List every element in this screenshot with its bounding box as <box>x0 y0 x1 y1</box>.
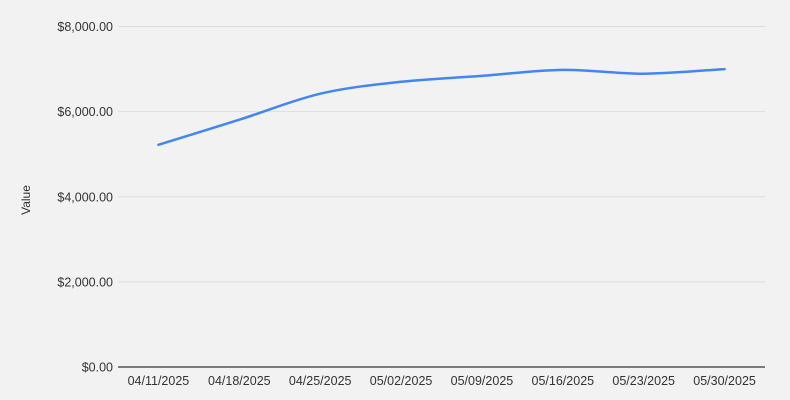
y-tick-label: $2,000.00 <box>57 275 113 289</box>
x-tick-label: 05/16/2025 <box>532 374 595 388</box>
y-gridlines <box>118 26 765 368</box>
x-tick-label: 04/11/2025 <box>128 374 190 388</box>
x-tick-label: 04/18/2025 <box>208 374 271 388</box>
value-series-line <box>157 67 726 147</box>
y-tick-label: $0.00 <box>82 361 113 375</box>
y-axis-title: Value <box>19 185 33 215</box>
x-tick-label: 05/09/2025 <box>451 374 514 388</box>
x-tick-label: 04/25/2025 <box>289 374 352 388</box>
x-tick-label: 05/30/2025 <box>693 374 756 388</box>
y-tick-label: $4,000.00 <box>57 190 113 204</box>
y-tick-labels: $0.00 $2,000.00 $4,000.00 $6,000.00 $8,000.0… <box>57 20 113 375</box>
x-tick-label: 05/02/2025 <box>370 374 433 388</box>
y-tick-label: $6,000.00 <box>57 105 113 119</box>
y-tick-label: $8,000.00 <box>57 20 113 34</box>
x-tick-label: 05/23/2025 <box>612 374 675 388</box>
x-tick-labels: 04/11/2025 04/18/2025 04/25/2025 05/02/2025… <box>128 374 756 388</box>
